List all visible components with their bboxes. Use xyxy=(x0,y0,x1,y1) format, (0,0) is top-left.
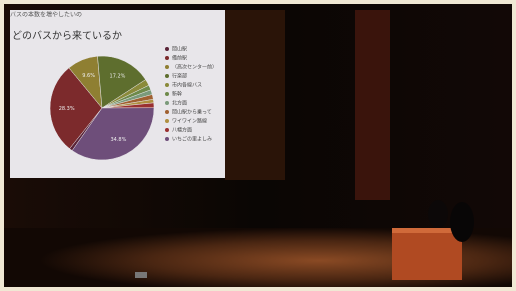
legend-label: 市内各線バス xyxy=(172,82,202,89)
legend-swatch xyxy=(165,83,169,87)
legend-label: いちごの里よしみ xyxy=(172,136,212,143)
podium xyxy=(392,228,462,280)
legend-swatch xyxy=(165,74,169,78)
legend-swatch xyxy=(165,47,169,51)
chart-title: どのバスから来ているか xyxy=(12,30,122,42)
legend-label: 行楽部 xyxy=(172,73,187,80)
speaker xyxy=(428,200,448,228)
legend-label: ワイワイン路線 xyxy=(172,118,207,125)
legend-label: 新幹 xyxy=(172,91,182,98)
legend-label: 八幡方面 xyxy=(172,127,192,134)
slice-label: 28.3% xyxy=(59,106,75,112)
pie-chart: 28.3% 9.6% 17.2% 34.8% xyxy=(50,56,154,160)
side-panel xyxy=(225,10,285,180)
curtain xyxy=(355,10,390,200)
slice-label: 34.8% xyxy=(110,137,126,143)
header: バスの本数を増やしたいの xyxy=(10,11,82,19)
photo: バスの本数を増やしたいの どのバスから来ているか 28.3% 9.6% 17.2% 3… xyxy=(0,0,516,291)
legend-swatch xyxy=(165,119,169,123)
legend-swatch xyxy=(165,110,169,114)
legend-swatch xyxy=(165,56,169,60)
legend-label: 北方面 xyxy=(172,100,187,107)
legend-label: 岡山駅から乗って xyxy=(172,109,212,116)
legend-swatch xyxy=(165,128,169,132)
legend-swatch xyxy=(165,137,169,141)
legend-label: 備前駅 xyxy=(172,55,187,62)
legend-swatch xyxy=(165,65,169,69)
slice-label: 9.6% xyxy=(82,73,95,79)
slice-label: 17.2% xyxy=(110,74,126,80)
person xyxy=(450,202,474,242)
legend-label: 岡山駅 xyxy=(172,46,187,53)
legend-swatch xyxy=(165,92,169,96)
legend-swatch xyxy=(165,101,169,105)
legend-label: （高次センター前） xyxy=(172,64,217,71)
stage-light xyxy=(135,272,147,278)
